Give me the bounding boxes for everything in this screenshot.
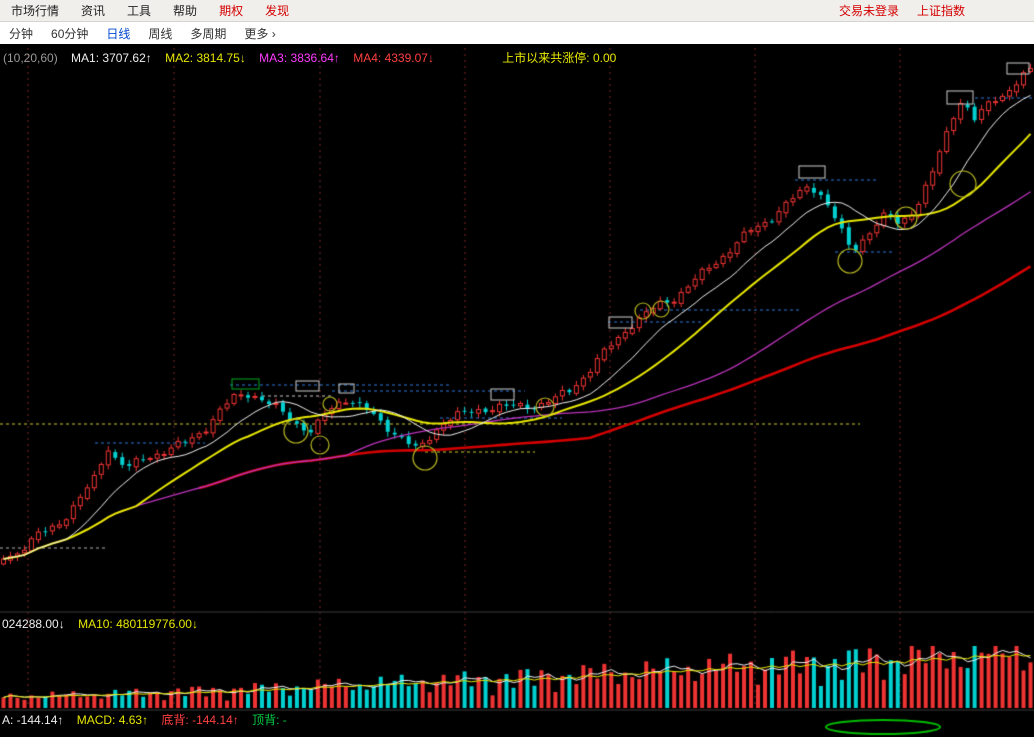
ma1-value: MA1: 3707.62↑	[71, 51, 152, 65]
period-items: 分钟 60分钟 日线 周线 多周期 更多 ›	[0, 25, 285, 42]
period-item-2[interactable]: 60分钟	[51, 26, 89, 41]
period-item-3[interactable]: 日线	[106, 26, 131, 41]
ma-params: (10,20,60)	[3, 51, 58, 65]
menu-right-items: 交易未登录 上证指数	[830, 2, 1034, 19]
bottom-div-value: 底背: -144.14↑	[161, 713, 239, 727]
menu-item-4[interactable]: 帮助	[173, 4, 198, 18]
vol-ma10-value: MA10: 480119776.00↓	[78, 617, 198, 631]
ma4-value: MA4: 4339.07↓	[353, 51, 434, 65]
ma3-value: MA3: 3836.64↑	[259, 51, 340, 65]
dea-value: A: -144.14↑	[2, 713, 64, 727]
period-item-6[interactable]: 更多 ›	[244, 26, 276, 41]
period-item-5[interactable]: 多周期	[190, 26, 227, 41]
menu-bar: 市场行情 资讯 工具 帮助 期权 发现 交易未登录 上证指数	[0, 0, 1034, 22]
candlestick-chart-canvas[interactable]	[0, 44, 1034, 737]
period-toolbar: 分钟 60分钟 日线 周线 多周期 更多 ›	[0, 22, 1034, 44]
volume-indicator-row: 024288.00↓ MA10: 480119776.00↓	[2, 617, 208, 631]
ma-indicator-row: (10,20,60) MA1: 3707.62↑ MA2: 3814.75↓ M…	[3, 51, 626, 65]
menu-items: 市场行情 资讯 工具 帮助 期权 发现	[0, 2, 300, 19]
period-item-1[interactable]: 分钟	[9, 26, 34, 41]
macd-value: MACD: 4.63↑	[76, 713, 149, 727]
vol-ma5-value: 024288.00↓	[2, 617, 65, 631]
menu-item-5[interactable]: 期权	[219, 4, 244, 18]
menu-item-2[interactable]: 资讯	[81, 4, 106, 18]
menu-item-3[interactable]: 工具	[127, 4, 152, 18]
menu-item-1[interactable]: 市场行情	[11, 4, 60, 18]
macd-indicator-row: A: -144.14↑ MACD: 4.63↑ 底背: -144.14↑ 顶背:…	[2, 713, 297, 727]
menu-right-item-1[interactable]: 交易未登录	[838, 4, 899, 18]
ma2-value: MA2: 3814.75↓	[165, 51, 246, 65]
period-item-4[interactable]: 周线	[148, 26, 173, 41]
chart-area: (10,20,60) MA1: 3707.62↑ MA2: 3814.75↓ M…	[0, 44, 1034, 737]
menu-right-item-2[interactable]: 上证指数	[916, 4, 965, 18]
limit-up-note: 上市以来共涨停: 0.00	[502, 51, 617, 65]
top-div-value: 顶背: -	[252, 713, 287, 727]
menu-item-6[interactable]: 发现	[265, 4, 290, 18]
